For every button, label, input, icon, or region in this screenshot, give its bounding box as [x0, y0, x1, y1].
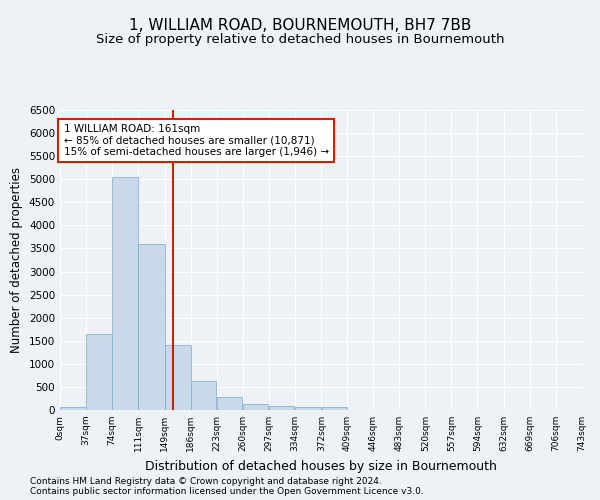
Bar — [243, 404, 268, 410]
Text: 1 WILLIAM ROAD: 161sqm
← 85% of detached houses are smaller (10,871)
15% of semi: 1 WILLIAM ROAD: 161sqm ← 85% of detached… — [64, 124, 329, 157]
Bar — [86, 334, 112, 410]
Bar — [322, 407, 347, 410]
Text: 1, WILLIAM ROAD, BOURNEMOUTH, BH7 7BB: 1, WILLIAM ROAD, BOURNEMOUTH, BH7 7BB — [129, 18, 471, 32]
Bar — [269, 406, 295, 410]
Text: Size of property relative to detached houses in Bournemouth: Size of property relative to detached ho… — [96, 32, 504, 46]
Bar — [217, 396, 242, 410]
Text: Contains HM Land Registry data © Crown copyright and database right 2024.: Contains HM Land Registry data © Crown c… — [30, 478, 382, 486]
Bar — [191, 382, 217, 410]
Text: Contains public sector information licensed under the Open Government Licence v3: Contains public sector information licen… — [30, 488, 424, 496]
Bar — [112, 177, 138, 410]
Bar — [165, 346, 191, 410]
Bar — [60, 406, 86, 410]
X-axis label: Distribution of detached houses by size in Bournemouth: Distribution of detached houses by size … — [145, 460, 497, 472]
Y-axis label: Number of detached properties: Number of detached properties — [10, 167, 23, 353]
Bar — [138, 244, 164, 410]
Bar — [295, 407, 321, 410]
